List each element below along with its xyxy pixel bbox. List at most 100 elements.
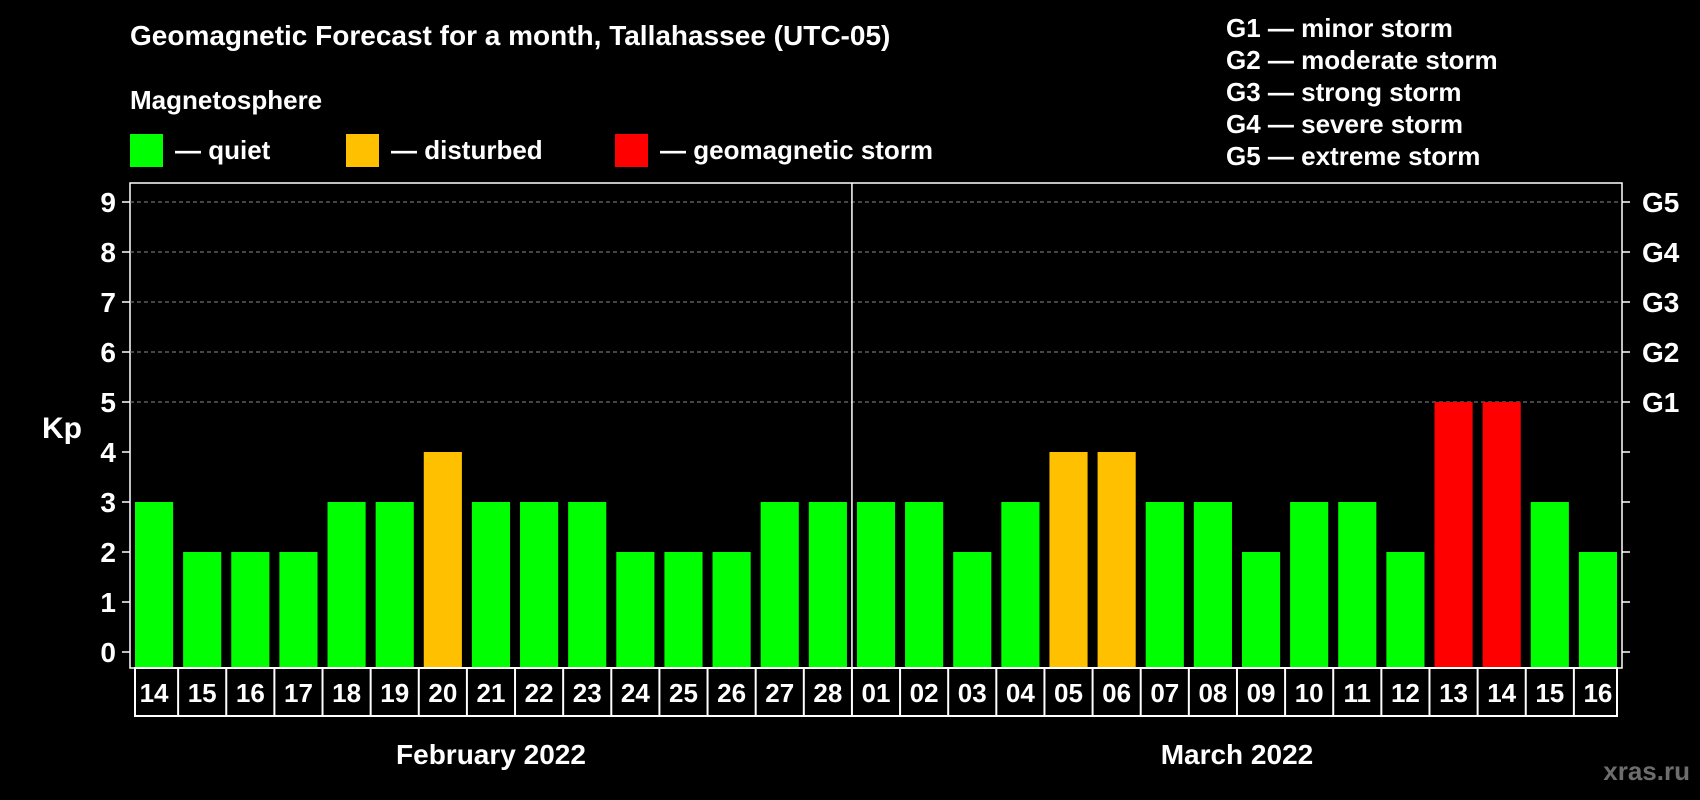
right-tick-label: G2 bbox=[1642, 337, 1679, 368]
bar bbox=[375, 502, 414, 668]
bar bbox=[471, 502, 511, 668]
date-label: 19 bbox=[380, 678, 409, 708]
bar bbox=[1482, 402, 1521, 668]
bar bbox=[760, 502, 799, 668]
date-label: 16 bbox=[1583, 678, 1612, 708]
bar bbox=[183, 552, 222, 668]
bar bbox=[1530, 502, 1569, 668]
month-label: February 2022 bbox=[396, 739, 586, 770]
bar bbox=[1338, 502, 1377, 668]
date-label: 25 bbox=[669, 678, 698, 708]
date-label: 24 bbox=[621, 678, 650, 708]
right-tick-label: G5 bbox=[1642, 187, 1679, 218]
storm-scale-g5: G5 — extreme storm bbox=[1226, 141, 1481, 171]
bar bbox=[423, 452, 462, 668]
date-label: 28 bbox=[813, 678, 842, 708]
bar bbox=[1290, 502, 1329, 668]
bar bbox=[1578, 552, 1617, 668]
legend-label-quiet: — quiet bbox=[175, 134, 271, 165]
date-label: 05 bbox=[1054, 678, 1083, 708]
y-tick-label: 2 bbox=[100, 537, 116, 568]
y-tick-label: 9 bbox=[100, 187, 116, 218]
date-label: 21 bbox=[477, 678, 506, 708]
y-tick-label: 8 bbox=[100, 237, 116, 268]
date-label: 14 bbox=[140, 678, 169, 708]
legend-title: Magnetosphere bbox=[130, 85, 323, 115]
storm-scale-g3: G3 — strong storm bbox=[1226, 77, 1462, 107]
date-label: 01 bbox=[862, 678, 891, 708]
month-label: March 2022 bbox=[1161, 739, 1314, 770]
legend-item-quiet: — quiet bbox=[130, 133, 270, 167]
bar bbox=[1434, 402, 1473, 668]
bar bbox=[712, 552, 751, 668]
date-label: 03 bbox=[958, 678, 987, 708]
bar bbox=[856, 502, 896, 668]
y-tick-label: 1 bbox=[100, 587, 116, 618]
legend-swatch-quiet bbox=[130, 133, 163, 167]
bar bbox=[1145, 502, 1184, 668]
date-label: 26 bbox=[717, 678, 746, 708]
bar bbox=[568, 502, 607, 668]
right-tick-label: G4 bbox=[1642, 237, 1680, 268]
date-label: 11 bbox=[1344, 678, 1372, 708]
date-label: 16 bbox=[236, 678, 265, 708]
y-tick-label: 0 bbox=[100, 637, 116, 668]
date-label: 15 bbox=[1535, 678, 1564, 708]
storm-scale-g1: G1 — minor storm bbox=[1226, 13, 1453, 43]
date-label: 15 bbox=[188, 678, 217, 708]
date-label: 20 bbox=[428, 678, 457, 708]
date-label: 22 bbox=[525, 678, 554, 708]
date-label: 27 bbox=[765, 678, 794, 708]
date-label: 08 bbox=[1198, 678, 1227, 708]
date-label: 13 bbox=[1439, 678, 1468, 708]
right-tick-label: G3 bbox=[1642, 287, 1679, 318]
date-label: 06 bbox=[1102, 678, 1131, 708]
storm-scale-g4: G4 — severe storm bbox=[1226, 109, 1464, 139]
right-tick-label: G1 bbox=[1642, 387, 1679, 418]
legend-swatch-storm bbox=[615, 133, 648, 167]
date-label: 09 bbox=[1247, 678, 1276, 708]
bar bbox=[135, 502, 174, 668]
date-label: 04 bbox=[1006, 678, 1035, 708]
legend-label-storm: — geomagnetic storm bbox=[660, 134, 934, 165]
legend-item-disturbed: — disturbed bbox=[346, 133, 543, 167]
date-label: 12 bbox=[1391, 678, 1420, 708]
date-label: 10 bbox=[1295, 678, 1324, 708]
legend-label-disturbed: — disturbed bbox=[391, 134, 543, 165]
bar bbox=[808, 502, 847, 668]
y-tick-label: 5 bbox=[100, 387, 116, 418]
legend-item-storm: — geomagnetic storm bbox=[615, 133, 933, 167]
storm-scale-g2: G2 — moderate storm bbox=[1226, 45, 1498, 75]
storm-scale-legend: G1 — minor storm G2 — moderate storm G3 … bbox=[1226, 12, 1498, 172]
date-label: 07 bbox=[1150, 678, 1179, 708]
y-tick-label: 7 bbox=[100, 287, 116, 318]
y-tick-label: 6 bbox=[100, 337, 116, 368]
bar bbox=[1386, 552, 1425, 668]
bar bbox=[1193, 502, 1232, 668]
date-label: 23 bbox=[573, 678, 602, 708]
bar bbox=[279, 552, 318, 668]
bar bbox=[664, 552, 703, 668]
bar bbox=[616, 552, 655, 668]
bar bbox=[327, 502, 366, 668]
y-tick-label: 4 bbox=[100, 437, 116, 468]
bar bbox=[1001, 502, 1040, 668]
date-label: 18 bbox=[332, 678, 361, 708]
bar bbox=[1049, 452, 1088, 668]
date-label: 17 bbox=[284, 678, 313, 708]
chart-title: Geomagnetic Forecast for a month, Tallah… bbox=[130, 20, 891, 51]
bar bbox=[905, 502, 944, 668]
bar bbox=[953, 552, 992, 668]
y-tick-label: 3 bbox=[100, 487, 116, 518]
watermark: xras.ru bbox=[1603, 756, 1690, 786]
legend-swatch-disturbed bbox=[346, 133, 379, 167]
bar bbox=[1097, 452, 1136, 668]
bar bbox=[520, 502, 559, 668]
date-label: 02 bbox=[910, 678, 939, 708]
date-label: 14 bbox=[1487, 678, 1516, 708]
bar bbox=[231, 552, 270, 668]
date-row-frame bbox=[134, 667, 1618, 717]
y-axis-label: Kp bbox=[42, 412, 82, 445]
bar bbox=[1241, 552, 1281, 668]
